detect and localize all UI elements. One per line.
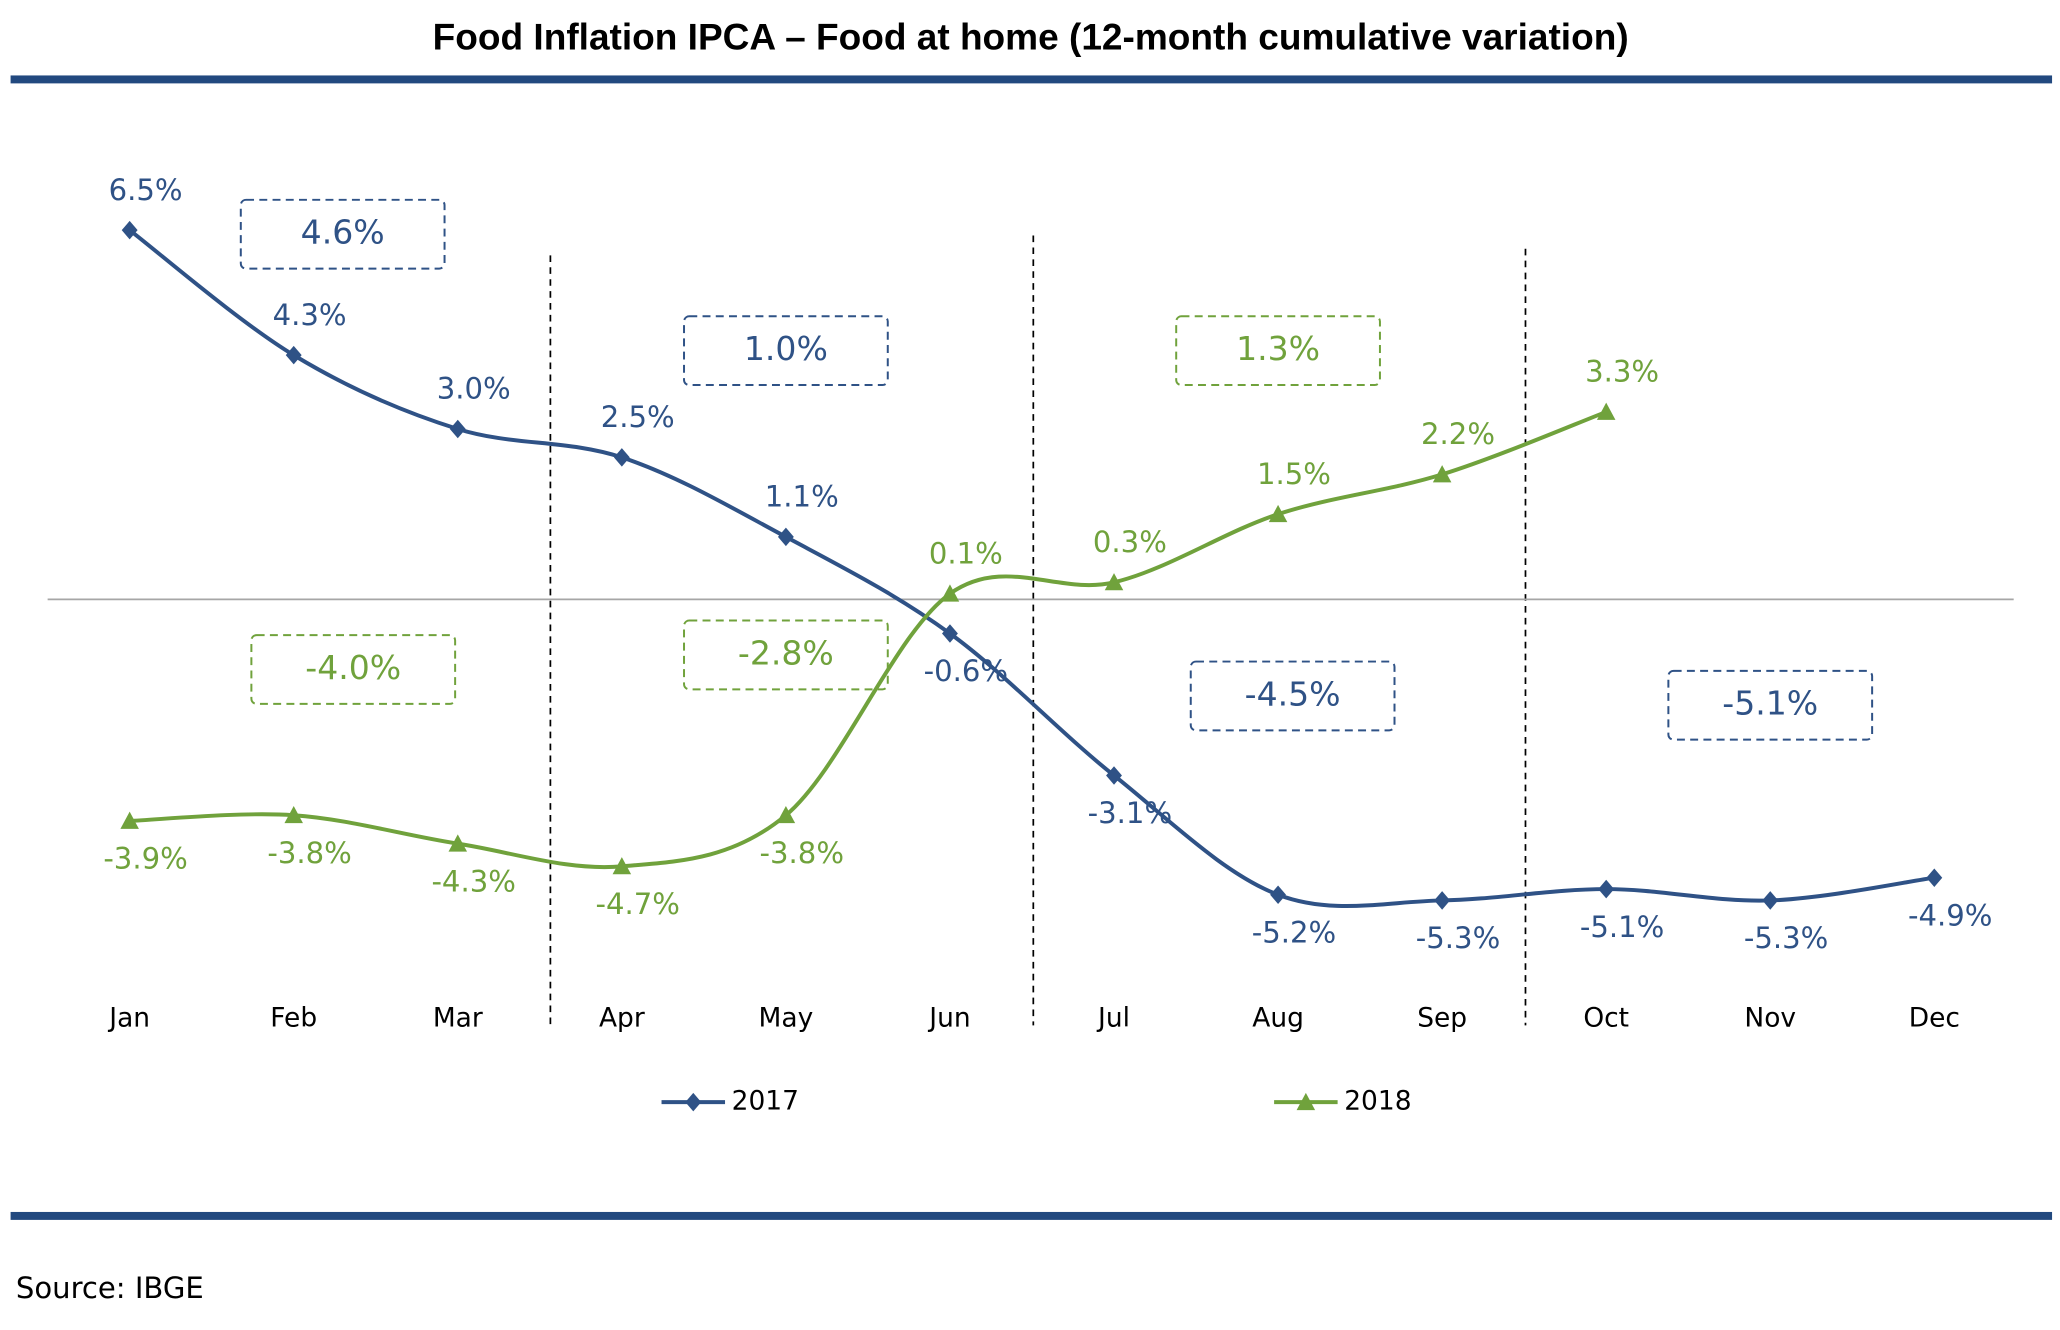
x-tick-label: Aug <box>1252 1002 1304 1033</box>
value-label: -5.3% <box>1416 921 1500 955</box>
x-tick-label: Jun <box>927 1002 970 1033</box>
value-label: -3.1% <box>1088 796 1172 830</box>
marker <box>613 448 630 467</box>
marker <box>612 857 632 875</box>
x-tick-label: Nov <box>1744 1002 1796 1033</box>
legend-label: 2017 <box>732 1086 799 1117</box>
marker <box>121 220 138 240</box>
marker <box>1596 402 1616 420</box>
marker <box>1598 879 1615 899</box>
marker <box>448 834 468 852</box>
bottom-rule <box>10 1211 2053 1220</box>
x-tick-label: Jan <box>107 1002 150 1033</box>
x-tick-label: Apr <box>599 1002 645 1033</box>
x-tick-label: Oct <box>1583 1002 1629 1033</box>
value-label: -4.9% <box>1908 898 1992 932</box>
x-tick-label: Sep <box>1417 1002 1467 1033</box>
value-label: -5.3% <box>1744 921 1828 955</box>
top-rule <box>10 75 2053 84</box>
chart-title: Food Inflation IPCA – Food at home (12-m… <box>433 16 1629 58</box>
series-line <box>128 228 1935 909</box>
quarter-label: -4.5% <box>1245 674 1341 713</box>
quarter-box <box>683 315 889 387</box>
quarter-box <box>1175 315 1381 387</box>
value-label: -3.8% <box>760 836 844 870</box>
value-label: 1.5% <box>1257 457 1331 491</box>
quarter-label: 4.6% <box>301 213 385 252</box>
quarter-label: -2.8% <box>738 633 834 672</box>
value-label: 4.3% <box>273 298 347 332</box>
value-label: -3.8% <box>267 836 351 870</box>
marker <box>1434 891 1451 910</box>
marker <box>1270 885 1287 905</box>
value-label: -5.1% <box>1580 910 1664 944</box>
marker <box>1762 891 1779 910</box>
marker <box>449 419 466 439</box>
marker <box>1432 465 1452 483</box>
quarter-box <box>250 634 457 705</box>
marker <box>777 527 794 547</box>
marker <box>1926 868 1943 887</box>
quarter-label: -4.0% <box>305 648 401 687</box>
value-label: 3.0% <box>437 372 511 406</box>
value-label: 0.3% <box>1093 525 1167 559</box>
quarter-box <box>683 619 889 691</box>
value-label: 2.2% <box>1421 417 1495 451</box>
marker <box>685 1092 702 1112</box>
value-label: 1.1% <box>765 480 839 514</box>
quarter-box <box>1189 660 1396 732</box>
marker <box>284 805 303 824</box>
x-tick-label: Dec <box>1909 1002 1960 1033</box>
quarter-label: -5.1% <box>1722 684 1818 723</box>
marker <box>1296 1092 1316 1111</box>
x-tick-label: May <box>759 1002 814 1033</box>
value-label: 2.5% <box>601 400 675 434</box>
value-label: -4.7% <box>596 887 680 921</box>
marker <box>1104 573 1124 591</box>
marker <box>942 624 958 643</box>
value-label: -0.6% <box>924 654 1008 688</box>
value-label: -5.2% <box>1252 915 1336 949</box>
quarter-label: 1.3% <box>1236 329 1320 368</box>
value-label: -3.9% <box>103 842 187 876</box>
source: Source: IBGE <box>16 1271 204 1305</box>
legend-label: 2018 <box>1344 1086 1411 1117</box>
x-tick-label: Feb <box>270 1002 317 1033</box>
marker <box>285 345 302 365</box>
value-label: -4.3% <box>431 864 515 898</box>
quarter-label: 1.0% <box>744 329 828 368</box>
x-tick-label: Jul <box>1096 1002 1130 1033</box>
quarter-box <box>239 198 446 270</box>
value-label: 3.3% <box>1585 355 1659 389</box>
value-label: 6.5% <box>109 173 183 207</box>
quarter-box <box>1667 669 1874 741</box>
marker <box>120 811 139 829</box>
x-tick-label: Mar <box>433 1002 483 1033</box>
marker <box>1268 504 1288 523</box>
marker <box>776 805 796 824</box>
value-label: 0.1% <box>929 536 1003 570</box>
series-line <box>129 410 1607 870</box>
quarter-separators <box>549 235 1527 1026</box>
marker <box>940 584 960 602</box>
